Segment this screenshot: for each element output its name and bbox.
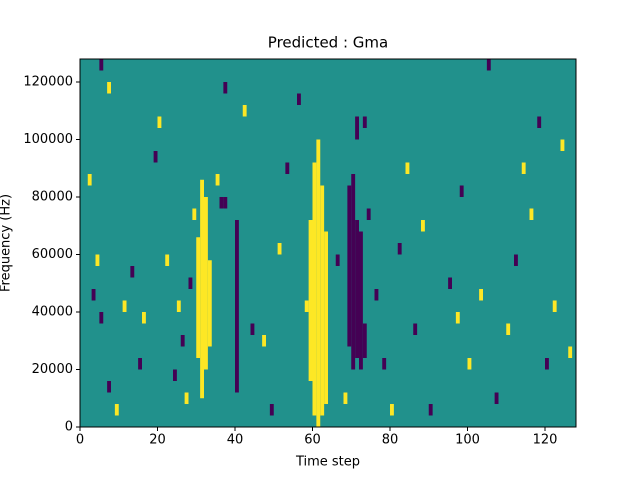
heatmap-cell	[107, 82, 111, 94]
heatmap-cell	[184, 392, 189, 404]
x-tick-label: 120	[533, 433, 558, 448]
heatmap-cell	[355, 220, 359, 358]
heatmap-cell	[324, 231, 328, 404]
heatmap-cell	[529, 208, 534, 220]
y-tick-label: 80000	[32, 190, 73, 205]
heatmap-cell	[320, 185, 325, 416]
x-tick-label: 100	[455, 433, 480, 448]
plot-frame	[79, 58, 577, 428]
heatmap-cell	[215, 174, 220, 186]
heatmap-cell	[176, 300, 181, 312]
chart-title: Predicted : Gma	[268, 34, 388, 52]
heatmap-cell	[486, 59, 491, 71]
x-tick-label: 40	[227, 433, 244, 448]
heatmap-cell	[285, 162, 290, 174]
heatmap-cell	[242, 105, 247, 117]
heatmap-cell	[122, 300, 127, 312]
y-tick-label: 100000	[23, 132, 73, 147]
heatmap-cell	[130, 266, 135, 278]
heatmap-cell	[312, 162, 317, 416]
heatmap-cell	[359, 231, 363, 370]
y-tick-label: 60000	[32, 247, 73, 262]
y-tick-label: 20000	[32, 362, 73, 377]
heatmap-cell	[192, 208, 197, 220]
y-tick-label: 0	[65, 420, 73, 435]
heatmap-cell	[494, 392, 499, 404]
heatmap-cell	[421, 220, 425, 232]
heatmap-cell	[157, 116, 162, 128]
heatmap-cell	[343, 392, 348, 404]
x-tick-label: 60	[304, 433, 321, 448]
heatmap-cell	[223, 82, 228, 94]
heatmap-cell	[180, 335, 185, 347]
heatmap-cell	[459, 185, 464, 197]
heatmap-cell	[537, 116, 542, 128]
heatmap-cell	[568, 346, 573, 358]
heatmap-cell	[405, 162, 410, 174]
heatmap-cell	[277, 243, 282, 255]
heatmap-cell	[362, 323, 367, 358]
heatmap-cell	[521, 162, 526, 174]
heatmap-cell	[114, 404, 119, 416]
heatmap-cell	[479, 289, 483, 301]
heatmap-cell	[188, 277, 193, 289]
heatmap-cell	[351, 174, 356, 370]
x-tick-label: 0	[76, 433, 84, 448]
heatmap-cell	[560, 139, 565, 151]
heatmap-cell	[335, 254, 340, 266]
heatmap-cell	[107, 381, 111, 393]
x-tick-label: 20	[149, 433, 166, 448]
heatmap-cell	[269, 404, 274, 416]
heatmap-cell	[207, 260, 212, 347]
heatmap-cell	[506, 323, 511, 335]
heatmap-cell	[308, 220, 313, 381]
heatmap-cell	[91, 289, 96, 301]
heatmap-cell	[552, 300, 557, 312]
heatmap-cell	[390, 404, 394, 416]
heatmap-cell	[347, 185, 352, 347]
heatmap-cell	[304, 300, 309, 312]
y-tick-label: 40000	[32, 305, 73, 320]
heatmap-cell	[165, 254, 170, 266]
heatmap-cell	[428, 404, 433, 416]
heatmap-cell	[95, 254, 100, 266]
heatmap-cell	[545, 358, 549, 370]
heatmap-cell	[200, 179, 204, 399]
heatmap-cell	[99, 312, 104, 324]
heatmap-cell	[99, 59, 104, 71]
heatmap-cell	[262, 335, 266, 347]
heatmap-cell	[250, 323, 255, 335]
heatmap-cell	[362, 116, 367, 128]
x-tick-label: 80	[382, 433, 399, 448]
heatmap-cell	[448, 277, 452, 289]
heatmap-cell	[455, 312, 460, 324]
y-axis-label: Frequency (Hz)	[0, 194, 14, 292]
heatmap-cell	[316, 139, 321, 427]
heatmap-cell	[514, 254, 518, 266]
heatmap-cell	[142, 312, 146, 324]
heatmap-cell	[366, 208, 371, 220]
heatmap-cell	[397, 243, 402, 255]
heatmap-cell	[138, 358, 142, 370]
heatmap-cell	[87, 174, 92, 186]
heatmap-cell	[153, 151, 158, 163]
x-axis-label: Time step	[295, 455, 360, 470]
heatmap-cell	[413, 323, 418, 335]
heatmap-cell	[219, 197, 224, 209]
heatmap-cell	[297, 93, 301, 105]
y-tick-label: 120000	[23, 75, 73, 90]
heatmap-cell	[382, 358, 387, 370]
heatmap-cell	[173, 369, 177, 381]
heatmap-cell	[196, 237, 201, 358]
heatmap-cell	[374, 289, 379, 301]
heatmap-cell	[204, 197, 208, 370]
heatmap-cell	[355, 116, 359, 140]
heatmap-cell	[223, 197, 228, 209]
heatmap-cell	[235, 220, 239, 393]
heatmap-cell	[467, 358, 472, 370]
